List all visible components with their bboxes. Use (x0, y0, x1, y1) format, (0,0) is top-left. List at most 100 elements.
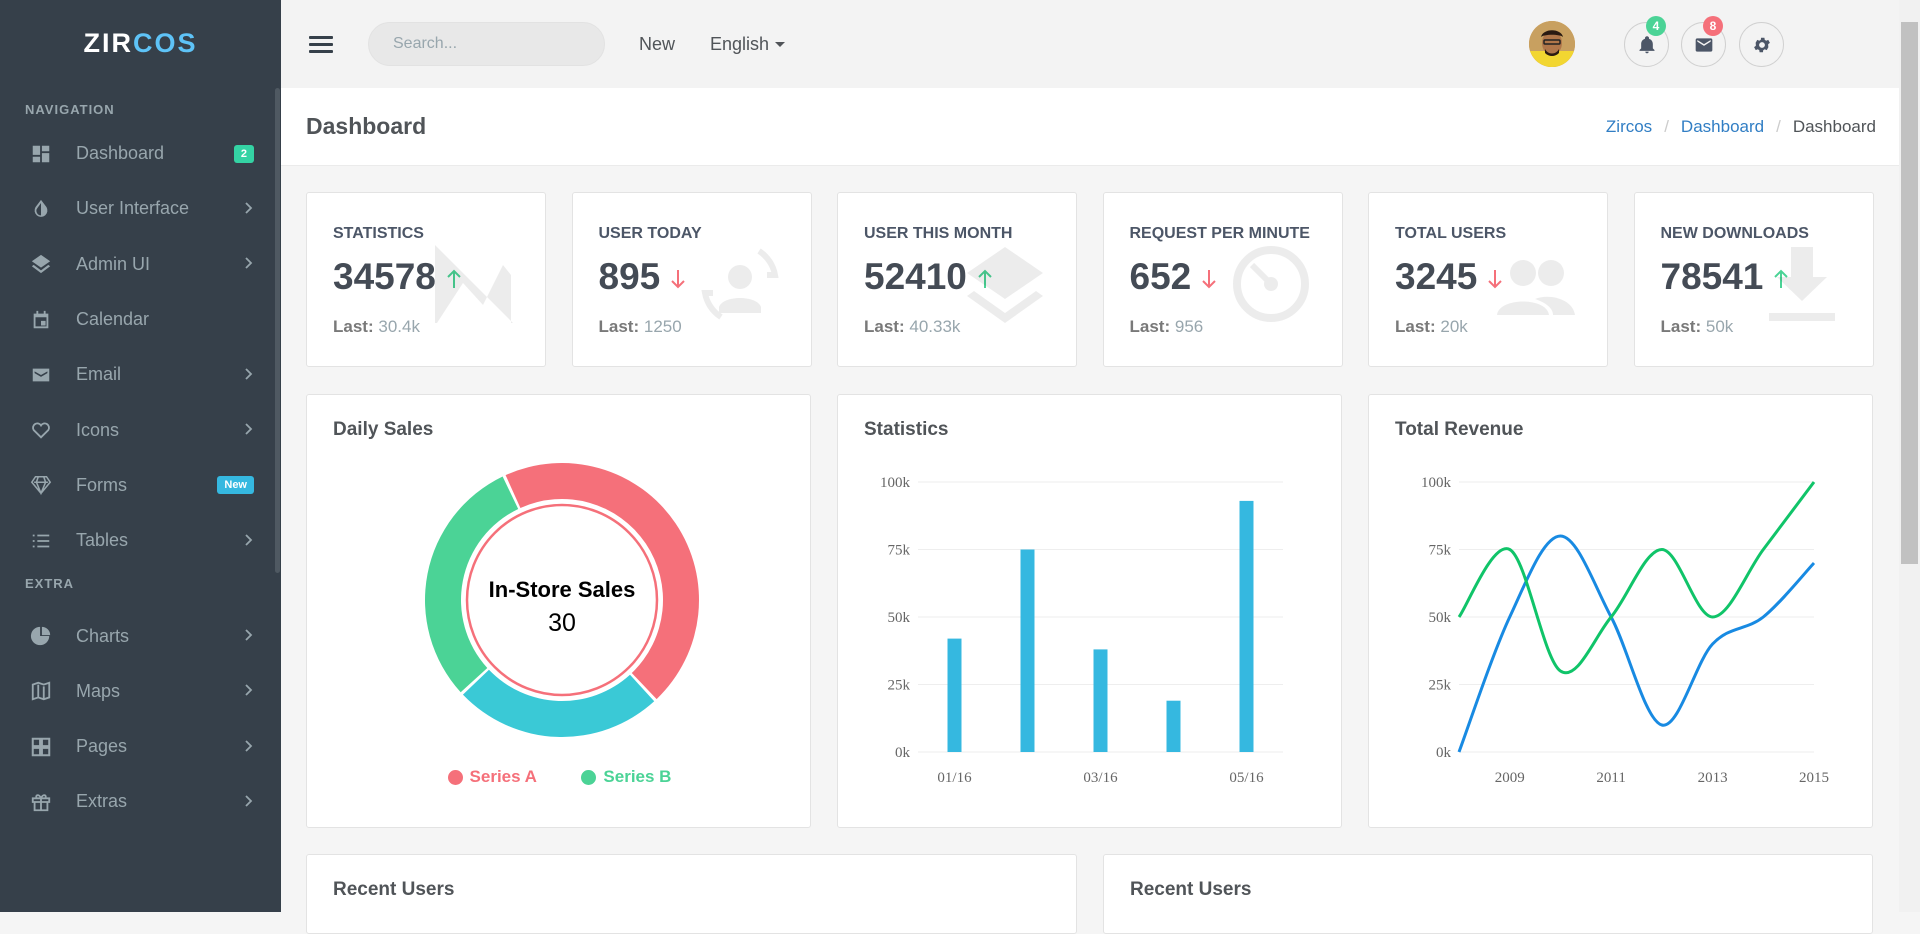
stat-card-user-today: USER TODAY 895 Last: 1250 (571, 192, 812, 367)
logo[interactable]: ZIR COS (83, 27, 198, 58)
x-tick-label: 03/16 (1083, 770, 1118, 786)
card-title: Statistics (864, 419, 949, 440)
card-title: Recent Users (1130, 879, 1252, 900)
x-tick-label: 2011 (1596, 770, 1625, 786)
legend-series-b[interactable]: Series B (581, 767, 671, 787)
language-dropdown[interactable]: English (710, 34, 786, 55)
stat-last: Last: 956 (1129, 317, 1204, 336)
stat-last: Last: 20k (1395, 317, 1468, 336)
breadcrumb-item-dashboard[interactable]: Dashboard (1680, 116, 1765, 136)
sidebar-item-label: Calendar (76, 309, 150, 330)
trend-down-icon (1477, 256, 1503, 297)
menu-toggle-icon[interactable] (309, 35, 333, 53)
menu-title: EXTRA (25, 576, 75, 592)
x-tick-label: 2013 (1698, 770, 1728, 786)
donut-center-label: In-Store Sales (489, 577, 636, 602)
dashboard-icon (30, 144, 52, 164)
stat-card-request-per-minute: REQUEST PER MINUTE 652 Last: 956 (1102, 192, 1343, 367)
stat-card-total-users: TOTAL USERS 3245 Last: 20k (1368, 192, 1608, 367)
page-title: Dashboard (306, 113, 427, 139)
stat-last: Last: 50k (1660, 317, 1734, 336)
sidebar-item-label: Maps (76, 680, 121, 701)
sidebar-item-pages[interactable]: Pages (0, 719, 281, 774)
messages-button[interactable]: 8 (1681, 16, 1726, 67)
card-title: Total Revenue (1395, 419, 1524, 440)
chevron-right-icon (244, 533, 254, 549)
total-revenue-card: Total Revenue 0k 25k 50k 75k 100k 2009 2011 201… (1368, 394, 1873, 828)
stat-value: 652 (1130, 256, 1218, 298)
page-scrollbar[interactable] (1899, 0, 1920, 912)
chevron-right-icon (244, 794, 254, 810)
recent-users-card-1: Recent Users (306, 854, 1077, 934)
trend-up-icon (967, 256, 993, 297)
sidebar-item-icons[interactable]: Icons (0, 402, 281, 457)
y-tick-label: 50k (1429, 610, 1452, 626)
sidebar-item-user-interface[interactable]: User Interface (0, 181, 281, 236)
sidebar-item-tables[interactable]: Tables (0, 513, 281, 568)
sidebar-item-dashboard[interactable]: Dashboard 2 (0, 126, 281, 181)
sidebar-item-label: Charts (76, 625, 130, 646)
menu-title: NAVIGATION (25, 102, 115, 117)
sidebar-badge: New (217, 476, 254, 495)
account-multiple-icon (1497, 260, 1575, 315)
y-tick-label: 50k (888, 610, 911, 626)
sidebar-item-label: Extras (76, 791, 128, 812)
y-tick-label: 0k (1436, 745, 1452, 761)
statistics-chart-card: Statistics 0k 25k 50k 75k 100k 01/16 03/16 05/1… (837, 394, 1342, 828)
legend-series-a[interactable]: Series A (447, 767, 537, 787)
bar-03-16 (1093, 649, 1108, 752)
sidebar-item-email[interactable]: Email (0, 347, 281, 402)
stat-last: Last: 30.4k (333, 317, 420, 336)
daily-sales-card: Daily Sales In-Store Sales 30 Series A Se… (306, 394, 811, 828)
x-tick-label: 05/16 (1229, 770, 1264, 786)
email-icon (30, 365, 52, 385)
breadcrumb-item-zircos[interactable]: Zircos (1605, 116, 1653, 136)
sidebar-item-extras[interactable]: Extras (0, 774, 281, 829)
calendar-icon (30, 310, 52, 330)
notifications-button[interactable]: 4 (1624, 16, 1669, 67)
trend-down-icon (660, 256, 686, 297)
avatar[interactable] (1529, 21, 1575, 67)
trend-up-icon (436, 256, 462, 297)
sidebar-item-forms[interactable]: Forms New (0, 458, 281, 513)
timer-icon (1232, 246, 1309, 322)
stat-card-new-downloads: NEW DOWNLOADS 78541 Last: 50k (1633, 192, 1874, 367)
sidebar-item-charts[interactable]: Charts (0, 608, 281, 663)
stat-label: STATISTICS (333, 225, 424, 242)
line-series-1 (1457, 534, 1816, 753)
search-input[interactable] (393, 35, 600, 53)
sidebar-item-label: Dashboard (76, 143, 165, 164)
sidebar-item-calendar[interactable]: Calendar (0, 292, 281, 347)
daily-sales-donut-chart: In-Store Sales 30 (425, 463, 699, 737)
notification-count-badge: 4 (1646, 16, 1666, 36)
layers-icon (967, 247, 1043, 323)
stat-label: NEW DOWNLOADS (1660, 225, 1809, 242)
x-tick-label: 2015 (1799, 770, 1829, 786)
stat-card-user-this-month: USER THIS MONTH 52410 Last: 40.33k (837, 192, 1077, 367)
bar-05-16 (1239, 500, 1254, 752)
stat-last: Last: 1250 (598, 317, 682, 336)
sidebar-item-admin-ui[interactable]: Admin UI (0, 237, 281, 292)
donut-segment-series-b (425, 476, 519, 693)
settings-button[interactable] (1739, 22, 1784, 67)
y-tick-label: 100k (1421, 475, 1452, 491)
sidebar-scrollbar[interactable] (275, 88, 280, 573)
card-title: Recent Users (333, 879, 455, 900)
chart-icon (30, 626, 52, 646)
chevron-right-icon (244, 367, 254, 383)
sidebar-item-label: Icons (76, 419, 120, 440)
recent-users-card-2: Recent Users (1103, 854, 1873, 934)
bell-icon (1639, 35, 1654, 53)
sidebar: ZIR COS NAVIGATION Dashboard 2 User Interfac… (0, 0, 281, 912)
list-icon (30, 531, 52, 551)
sidebar-item-label: User Interface (76, 198, 190, 219)
stat-label: REQUEST PER MINUTE (1129, 225, 1310, 242)
stat-label: USER TODAY (598, 225, 702, 242)
new-link[interactable]: New (639, 33, 676, 54)
download-icon (1768, 247, 1835, 321)
stat-label: USER THIS MONTH (864, 225, 1013, 242)
account-convert-icon (700, 248, 779, 320)
stat-last: Last: 40.33k (864, 317, 961, 336)
sidebar-menu: NAVIGATION Dashboard 2 User Interface Admin … (0, 86, 281, 830)
sidebar-item-maps[interactable]: Maps (0, 664, 281, 719)
